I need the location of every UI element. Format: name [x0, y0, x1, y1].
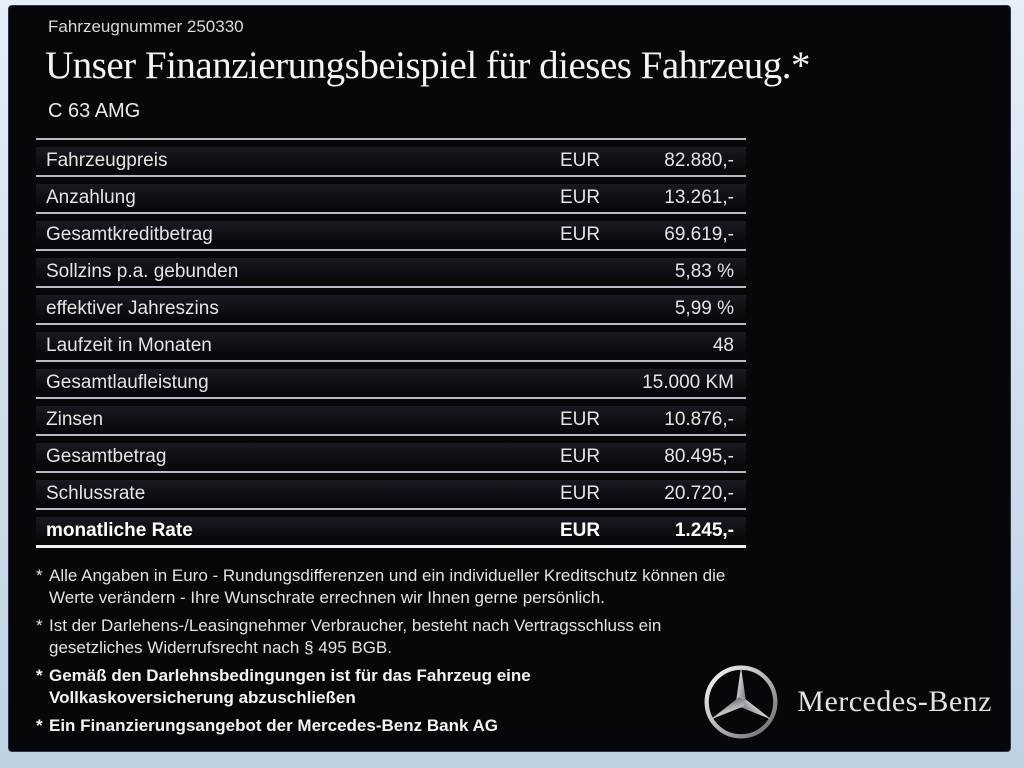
row-value: 69.619,- — [664, 224, 734, 245]
row-currency: EUR — [560, 224, 601, 245]
row-label: Zinsen — [46, 409, 104, 430]
table-row: Anzahlung EUR 13.261,- — [36, 184, 746, 214]
footnote-marker: * — [36, 666, 43, 685]
row-currency: EUR — [560, 483, 601, 504]
brand-name: Mercedes-Benz — [797, 685, 992, 718]
row-label: Gesamtkreditbetrag — [46, 224, 213, 245]
row-value: 13.261,- — [664, 187, 734, 208]
vehicle-number: Fahrzeugnummer 250330 — [48, 17, 244, 36]
footnote-marker: * — [36, 616, 43, 635]
row-currency: EUR — [560, 409, 601, 430]
row-currency: EUR — [560, 150, 601, 171]
table-row: Gesamtlaufleistung 15.000 KM — [36, 369, 746, 399]
table-row: Gesamtbetrag EUR 80.495,- — [36, 443, 746, 473]
row-currency: EUR — [560, 187, 601, 208]
finance-sheet: Fahrzeugnummer 250330 Unser Finanzierung… — [8, 5, 1011, 752]
footnote-text: Ein Finanzierungsangebot der Mercedes-Be… — [49, 716, 499, 735]
row-label: Laufzeit in Monaten — [46, 335, 212, 356]
table-row: monatliche Rate EUR 1.245,- — [36, 517, 746, 548]
row-label: monatliche Rate — [46, 520, 193, 541]
table-row: Sollzins p.a. gebunden 5,83 % — [36, 258, 746, 288]
row-label: Gesamtbetrag — [46, 446, 167, 467]
row-label: effektiver Jahreszins — [46, 298, 219, 319]
row-label: Anzahlung — [46, 187, 136, 208]
footnote: * Gemäß den Darlehnsbedingungen ist für d… — [36, 665, 766, 709]
row-label: Schlussrate — [46, 483, 146, 504]
footnote-marker: * — [36, 566, 43, 585]
row-value: 80.495,- — [664, 446, 734, 467]
row-value: 20.720,- — [664, 483, 734, 504]
mercedes-star-icon — [702, 663, 780, 741]
page-title: Unser Finanzierungsbeispiel für dieses F… — [45, 44, 811, 87]
row-label: Sollzins p.a. gebunden — [46, 261, 239, 282]
table-row: Laufzeit in Monaten 48 — [36, 332, 746, 362]
table-row: Gesamtkreditbetrag EUR 69.619,- — [36, 221, 746, 251]
row-value: 48 — [712, 335, 734, 356]
row-value: 10.876,- — [664, 409, 734, 430]
footnote-text: Alle Angaben in Euro - Rundungsdifferenz… — [49, 566, 726, 607]
finance-table: Fahrzeugpreis EUR 82.880,- Anzahlung EUR 13.2… — [36, 138, 746, 548]
row-label: Gesamtlaufleistung — [46, 372, 209, 393]
row-value: 5,99 % — [674, 298, 734, 319]
footnote: * Ein Finanzierungsangebot der Mercedes-B… — [36, 715, 766, 737]
vehicle-model: C 63 AMG — [48, 100, 141, 122]
row-value: 5,83 % — [674, 261, 734, 282]
footnote: * Ist der Darlehens-/Leasingnehmer Verbra… — [36, 615, 766, 659]
table-row: Zinsen EUR 10.876,- — [36, 406, 746, 436]
row-currency: EUR — [560, 446, 601, 467]
brand-area: Mercedes-Benz — [702, 663, 992, 741]
row-currency: EUR — [560, 520, 601, 541]
row-value: 82.880,- — [664, 150, 734, 171]
footnote-text: Ist der Darlehens-/Leasingnehmer Verbrau… — [49, 616, 662, 657]
table-row: Fahrzeugpreis EUR 82.880,- — [36, 147, 746, 177]
footnote-text: Gemäß den Darlehnsbedingungen ist für da… — [49, 666, 531, 707]
row-value: 1.245,- — [674, 520, 734, 541]
row-value: 15.000 KM — [642, 372, 734, 393]
table-row: effektiver Jahreszins 5,99 % — [36, 295, 746, 325]
row-label: Fahrzeugpreis — [46, 150, 168, 171]
footnote: * Alle Angaben in Euro - Rundungsdifferen… — [36, 565, 766, 609]
footnote-marker: * — [36, 716, 43, 735]
footnotes: * Alle Angaben in Euro - Rundungsdifferen… — [36, 565, 766, 737]
table-row: Schlussrate EUR 20.720,- — [36, 480, 746, 510]
